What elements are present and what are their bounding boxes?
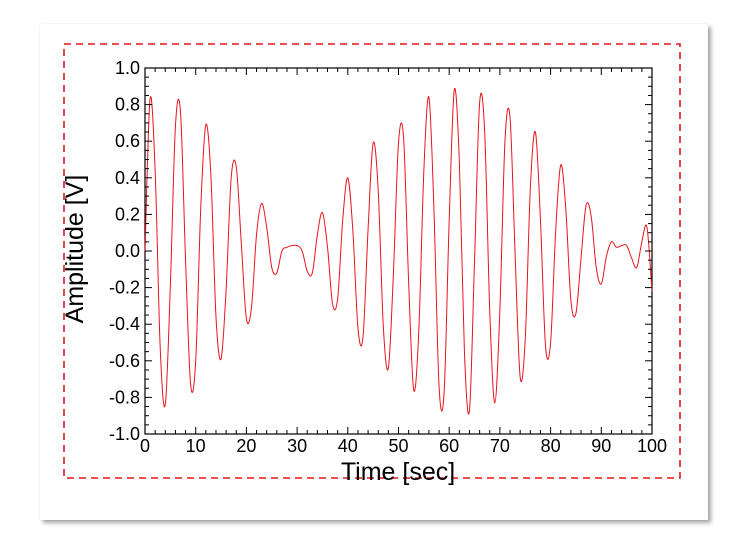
y-tick-label: 1.0 — [115, 58, 140, 78]
tick-labels: 0 10 20 30 40 50 60 70 80 90 100 -1.0 -0.8 -0.6 -0.4 -0… — [109, 58, 667, 456]
x-tick-label: 80 — [541, 436, 561, 456]
x-tick-label: 10 — [186, 436, 206, 456]
line-chart: 0 10 20 30 40 50 60 70 80 90 100 -1.0 -0.8 -0.6 -0.4 -0… — [61, 43, 681, 486]
series-line-0 — [144, 87, 653, 415]
y-axis-title: Amplitude [V] — [61, 175, 89, 324]
y-tick-label: 0.6 — [115, 131, 140, 151]
y-tick-label: 0.8 — [115, 95, 140, 115]
x-tick-label: 0 — [140, 436, 150, 456]
x-tick-label: 30 — [287, 436, 307, 456]
plot-area — [144, 67, 653, 435]
y-tick-label: -0.6 — [109, 351, 140, 371]
y-tick-label: 0.0 — [115, 241, 140, 261]
x-tick-label: 40 — [338, 436, 358, 456]
axes-box — [144, 67, 653, 435]
axis-ticks — [144, 67, 653, 435]
figure-card: 0 10 20 30 40 50 60 70 80 90 100 -1.0 -0.8 -0.6 -0.4 -0… — [40, 24, 708, 520]
x-tick-label: 90 — [591, 436, 611, 456]
y-tick-label: -0.2 — [109, 278, 140, 298]
x-tick-label: 70 — [490, 436, 510, 456]
figure-frame — [63, 43, 681, 479]
y-tick-label: 0.4 — [115, 168, 140, 188]
x-tick-label: 20 — [236, 436, 256, 456]
y-tick-label: 0.2 — [115, 204, 140, 224]
y-tick-label: -0.4 — [109, 314, 140, 334]
x-tick-label: 50 — [388, 436, 408, 456]
x-tick-label: 100 — [637, 436, 667, 456]
y-tick-label: -1.0 — [109, 424, 140, 444]
x-axis-title: Time [sec] — [341, 458, 455, 486]
x-tick-label: 60 — [439, 436, 459, 456]
y-tick-label: -0.8 — [109, 387, 140, 407]
